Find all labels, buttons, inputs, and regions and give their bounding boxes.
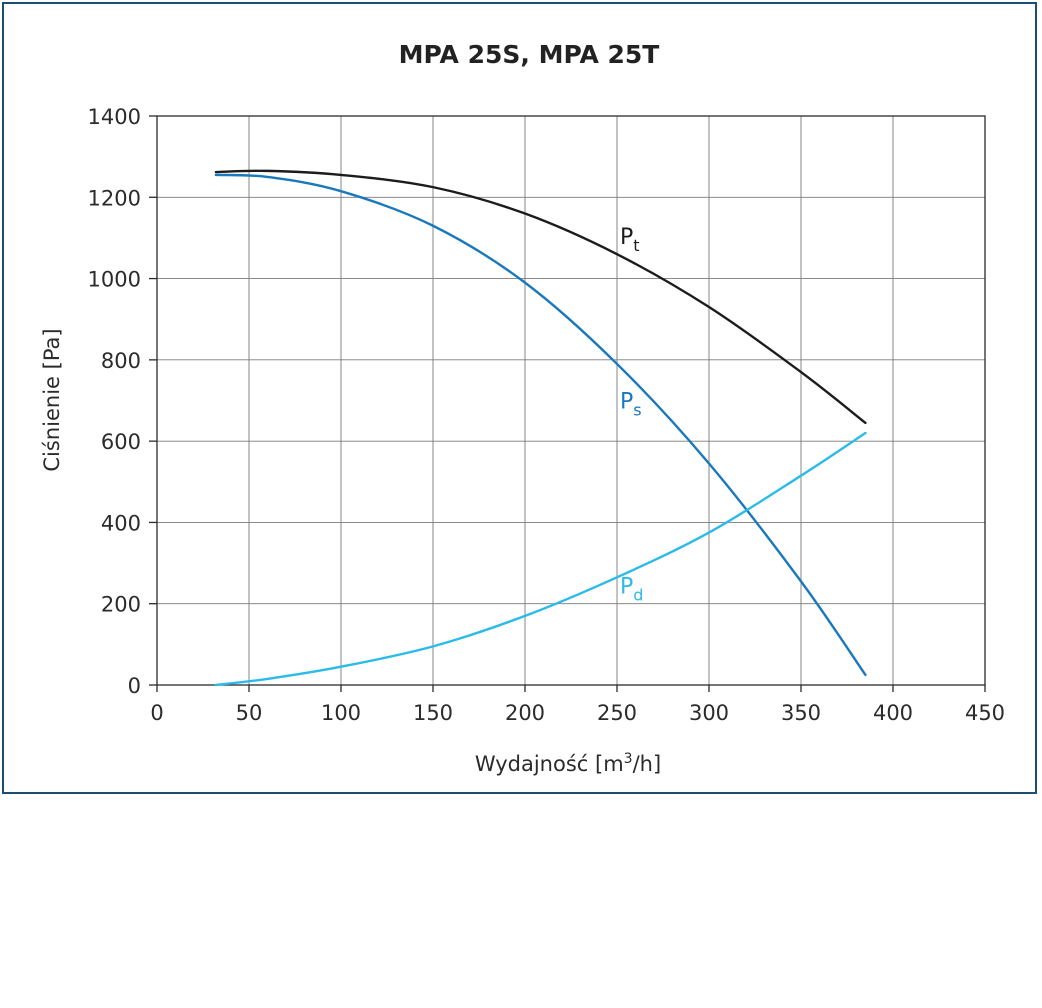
x-tick-label: 250 xyxy=(597,701,637,725)
x-tick-label: 0 xyxy=(150,701,163,725)
series-line-ps xyxy=(216,175,866,675)
x-tick-label: 350 xyxy=(781,701,821,725)
y-tick-label: 600 xyxy=(101,430,141,454)
x-axis-label: Wydajność [m3/h] xyxy=(475,751,661,776)
grid xyxy=(157,116,985,685)
x-axis-ticks: 0 50 100 150 200 250 300 350 400 450 xyxy=(150,685,1005,725)
plot-border xyxy=(157,116,985,685)
y-tick-label: 1400 xyxy=(88,105,141,129)
series-label-pt: Pt xyxy=(620,225,640,255)
y-tick-label: 1000 xyxy=(88,268,141,292)
x-tick-label: 100 xyxy=(321,701,361,725)
chart-title: MPA 25S, MPA 25T xyxy=(399,40,660,69)
x-tick-label: 200 xyxy=(505,701,545,725)
x-tick-label: 450 xyxy=(965,701,1005,725)
x-tick-label: 300 xyxy=(689,701,729,725)
series-line-pt xyxy=(216,171,866,423)
y-axis-label: Ciśnienie [Pa] xyxy=(40,328,64,471)
series-label-pd: Pd xyxy=(620,575,643,605)
x-tick-label: 400 xyxy=(873,701,913,725)
x-tick-label: 50 xyxy=(236,701,263,725)
x-tick-label: 150 xyxy=(413,701,453,725)
y-axis-ticks: 0 200 400 600 800 1000 1200 1400 xyxy=(88,105,157,698)
series-line-pd xyxy=(216,433,866,685)
series-group xyxy=(216,171,866,685)
y-tick-label: 400 xyxy=(101,511,141,535)
series-labels: Pt Ps Pd xyxy=(620,225,643,605)
y-tick-label: 1200 xyxy=(88,186,141,210)
y-tick-label: 0 xyxy=(128,674,141,698)
y-tick-label: 800 xyxy=(101,349,141,373)
series-label-ps: Ps xyxy=(620,390,642,420)
y-tick-label: 200 xyxy=(101,593,141,617)
